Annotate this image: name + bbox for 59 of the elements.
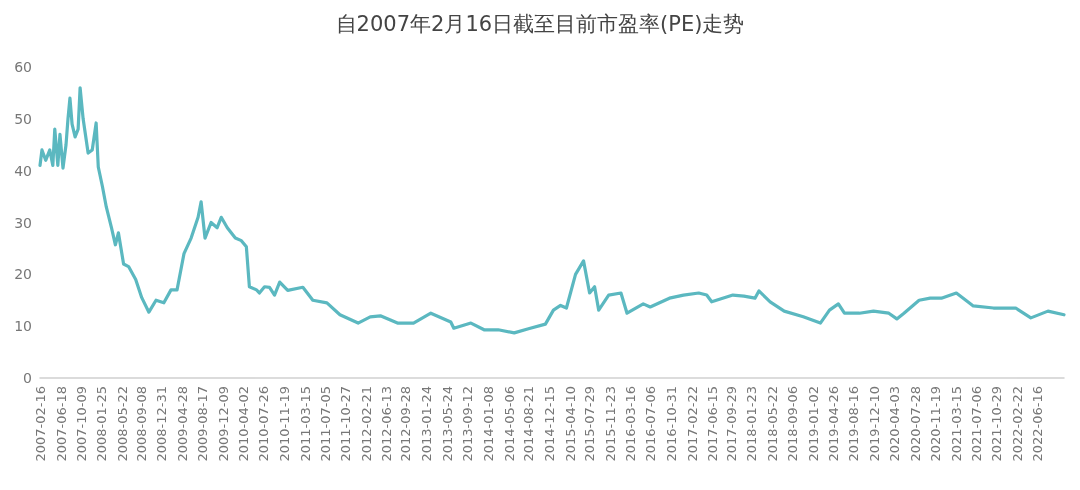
x-tick-label: 2017-09-29 <box>723 386 739 462</box>
y-tick-label: 30 <box>14 214 32 231</box>
x-tick-label: 2016-10-31 <box>664 386 680 462</box>
y-tick-label: 20 <box>14 266 32 283</box>
x-tick-label: 2010-04-02 <box>235 386 251 462</box>
x-tick-label: 2012-06-13 <box>378 386 394 462</box>
x-tick-label: 2013-05-24 <box>440 386 456 462</box>
x-tick-label: 2009-04-28 <box>175 386 191 462</box>
x-tick-label: 2009-08-17 <box>195 386 211 462</box>
x-tick-label: 2017-06-15 <box>704 386 720 462</box>
x-tick-label: 2020-11-19 <box>928 386 944 462</box>
x-tick-label: 2020-04-03 <box>887 386 903 462</box>
x-tick-label: 2016-07-06 <box>643 386 659 462</box>
x-tick-label: 2008-05-22 <box>114 386 130 462</box>
x-tick-label: 2017-02-22 <box>684 386 700 462</box>
x-tick-label: 2020-07-28 <box>907 386 923 462</box>
x-tick-label: 2019-12-10 <box>866 386 882 462</box>
x-tick-label: 2011-03-15 <box>297 386 313 462</box>
x-tick-label: 2012-09-28 <box>398 386 414 462</box>
y-tick-label: 0 <box>23 370 32 386</box>
x-tick-label: 2015-04-10 <box>562 386 578 462</box>
x-tick-label: 2013-09-12 <box>460 386 476 462</box>
x-tick-label: 2010-07-26 <box>256 386 272 462</box>
x-tick-label: 2007-06-18 <box>54 386 70 462</box>
x-tick-label: 2021-03-15 <box>948 386 964 462</box>
x-tick-label: 2016-03-16 <box>623 386 639 462</box>
x-tick-label: 2022-06-16 <box>1030 386 1046 462</box>
x-tick-label: 2010-11-19 <box>277 386 293 462</box>
x-tick-label: 2019-04-26 <box>825 386 841 462</box>
x-tick-label: 2014-05-06 <box>502 386 518 462</box>
chart-title: 自2007年2月16日截至目前市盈率(PE)走势 <box>335 11 745 36</box>
x-tick-label: 2021-10-29 <box>989 386 1005 462</box>
x-tick-label: 2019-01-02 <box>805 386 821 462</box>
x-tick-label: 2007-10-09 <box>74 386 90 462</box>
x-tick-label: 2011-10-27 <box>337 386 353 462</box>
x-tick-label: 2015-11-23 <box>603 386 619 462</box>
x-tick-label: 2008-12-31 <box>154 386 170 462</box>
y-tick-label: 50 <box>14 110 32 127</box>
line-series <box>38 86 1066 335</box>
x-tick-label: 2018-01-23 <box>744 386 760 462</box>
x-tick-label: 2018-05-22 <box>765 386 781 462</box>
x-tick-label: 2008-09-08 <box>134 386 150 462</box>
x-tick-label: 2012-02-21 <box>358 386 374 462</box>
y-tick-label: 60 <box>14 59 32 75</box>
x-tick-label: 2009-12-09 <box>215 386 231 462</box>
x-tick-label: 2014-01-08 <box>481 386 497 462</box>
x-tick-label: 2019-08-16 <box>845 386 861 462</box>
x-tick-label: 2011-07-05 <box>317 386 333 462</box>
y-tick-label: 10 <box>14 318 32 335</box>
x-tick-label: 2018-09-06 <box>784 386 800 462</box>
y-tick-label: 40 <box>14 162 32 179</box>
x-tick-label: 2021-07-06 <box>968 386 984 462</box>
x-tick-label: 2013-01-24 <box>419 386 435 462</box>
x-tick-label: 2015-07-29 <box>582 386 598 462</box>
x-tick-label: 2014-08-21 <box>521 386 537 462</box>
x-tick-label: 2007-02-16 <box>32 386 48 462</box>
x-tick-label: 2022-02-22 <box>1009 386 1025 462</box>
x-tick-label: 2014-12-15 <box>542 386 558 462</box>
x-tick-label: 2008-01-25 <box>93 386 109 462</box>
